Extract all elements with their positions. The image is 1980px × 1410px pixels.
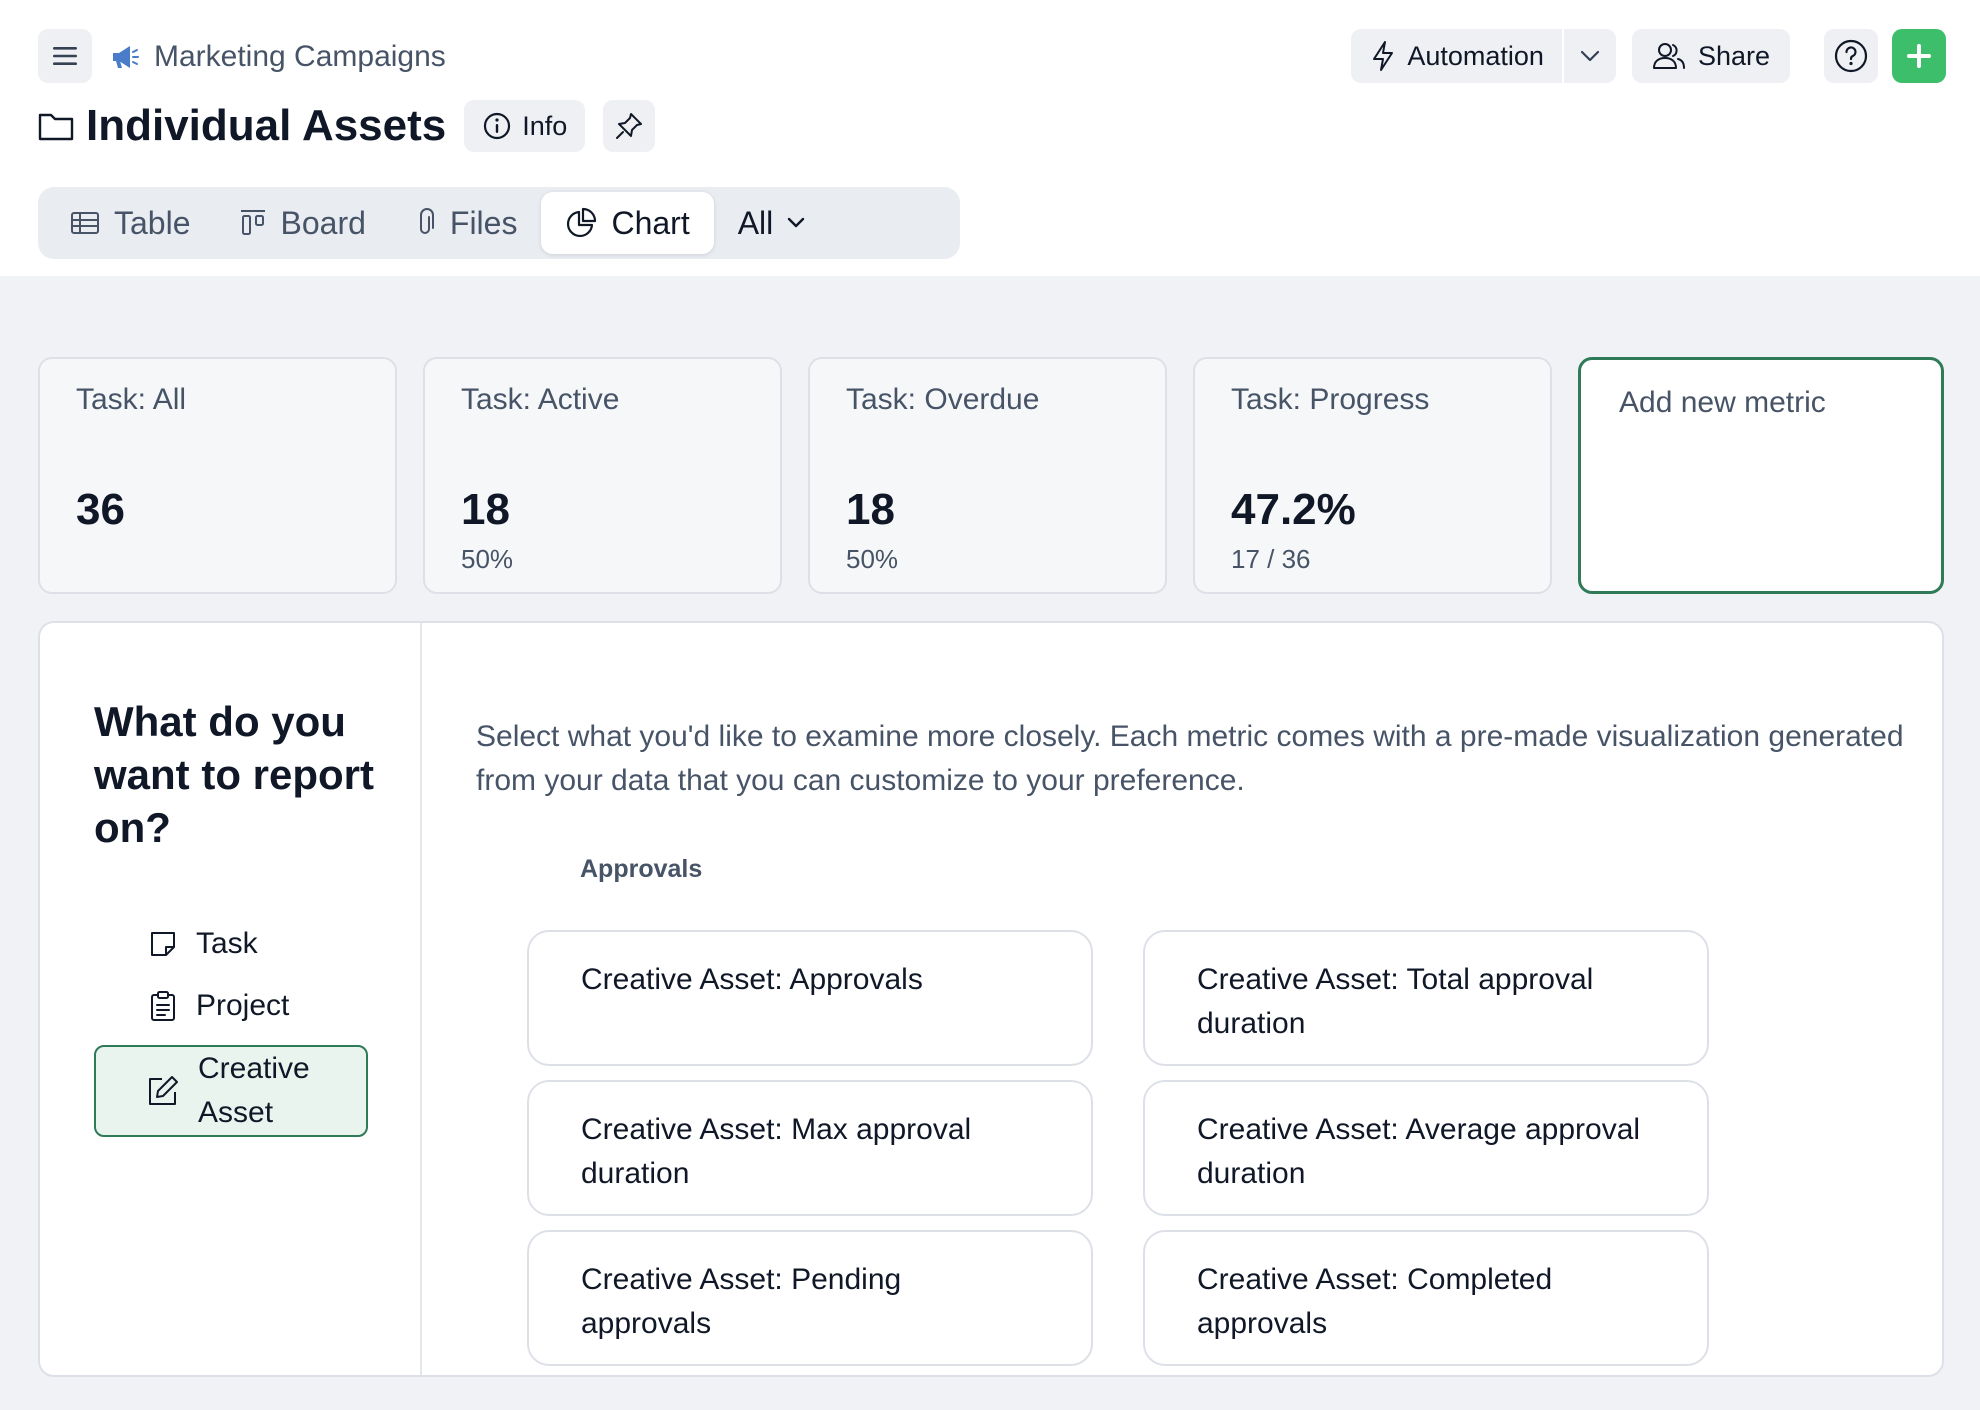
metric-subtext: 50%: [846, 544, 899, 574]
option-group-label: Approvals: [580, 855, 703, 883]
add-new-metric-label: Add new metric: [1619, 386, 1826, 419]
view-filter-label: All: [737, 204, 774, 241]
tab-files-label: Files: [449, 204, 518, 241]
report-options-grid: Creative Asset: Approvals Creative Asset…: [527, 930, 1767, 1366]
metric-value: 18: [846, 485, 895, 534]
metric-card-task-active[interactable]: Task: Active 18 50%: [423, 357, 782, 594]
table-icon: [71, 212, 99, 234]
option-card-max-approval-duration[interactable]: Creative Asset: Max approval duration: [527, 1080, 1093, 1216]
share-button[interactable]: Share: [1631, 29, 1790, 83]
option-card-total-approval-duration[interactable]: Creative Asset: Total approval duration: [1143, 930, 1709, 1066]
sticky-note-icon: [151, 932, 175, 956]
metric-label: Task: Overdue: [846, 383, 1040, 416]
automation-label: Automation: [1407, 40, 1544, 71]
metric-card-task-overdue[interactable]: Task: Overdue 18 50%: [808, 357, 1167, 594]
tab-table[interactable]: Table: [46, 192, 215, 254]
add-new-metric-card[interactable]: Add new metric: [1578, 357, 1944, 594]
paperclip-icon: [419, 208, 434, 234]
view-filter-dropdown[interactable]: All: [714, 192, 830, 254]
megaphone-icon: [113, 46, 139, 68]
pin-icon: [616, 113, 643, 139]
report-options-area: Select what you'd like to examine more c…: [422, 623, 1942, 1375]
plus-icon: [1907, 44, 1931, 68]
metric-value: 47.2%: [1231, 485, 1356, 534]
chevron-down-icon: [788, 217, 805, 228]
title-row: Individual Assets Info: [38, 98, 656, 154]
metric-label: Task: All: [76, 383, 187, 416]
page-title: Individual Assets: [86, 101, 447, 150]
entity-item-project[interactable]: Project: [94, 975, 368, 1037]
metric-card-task-progress[interactable]: Task: Progress 47.2% 17 / 36: [1193, 357, 1552, 594]
metric-label: Task: Progress: [1231, 383, 1430, 416]
entity-item-label: Task: [196, 927, 258, 960]
option-card-average-approval-duration[interactable]: Creative Asset: Average approval duratio…: [1143, 1080, 1709, 1216]
tab-chart-label: Chart: [611, 204, 690, 241]
info-icon: [484, 112, 511, 140]
metric-subtext: 50%: [461, 544, 514, 574]
breadcrumb[interactable]: Marketing Campaigns: [110, 34, 446, 80]
question-circle-icon: [1834, 39, 1868, 73]
tab-chart[interactable]: Chart: [541, 192, 714, 254]
metric-value: 36: [76, 485, 125, 534]
report-entity-sidebar: What do you want to report on? Task Proj…: [40, 623, 422, 1375]
automation-split-button: Automation: [1351, 29, 1616, 83]
add-button[interactable]: [1892, 29, 1946, 83]
option-card-approvals[interactable]: Creative Asset: Approvals: [527, 930, 1093, 1066]
pie-chart-icon: [567, 207, 597, 238]
entity-item-task[interactable]: Task: [94, 913, 368, 975]
tab-table-label: Table: [114, 204, 191, 241]
edit-square-icon: [149, 1076, 178, 1105]
breadcrumb-project-link[interactable]: Marketing Campaigns: [154, 40, 446, 73]
users-icon: [1652, 43, 1685, 69]
top-actions: Automation Share: [1351, 29, 1946, 83]
lightning-icon: [1373, 41, 1394, 71]
metric-subtext: 17 / 36: [1231, 544, 1311, 574]
help-button[interactable]: [1824, 29, 1878, 83]
entity-list: Task Project Creative Asset: [94, 913, 368, 1137]
info-button[interactable]: Info: [464, 100, 586, 152]
entity-item-label: Creative Asset: [198, 1052, 310, 1129]
clipboard-icon: [151, 991, 175, 1021]
automation-button[interactable]: Automation: [1351, 29, 1564, 83]
metric-label: Task: Active: [461, 383, 620, 416]
option-card-completed-approvals[interactable]: Creative Asset: Completed approvals: [1143, 1230, 1709, 1366]
tab-board[interactable]: Board: [215, 192, 390, 254]
option-card-pending-approvals[interactable]: Creative Asset: Pending approvals: [527, 1230, 1093, 1366]
report-description: Select what you'd like to examine more c…: [476, 720, 1904, 797]
entity-item-label: Project: [196, 989, 290, 1022]
info-button-label: Info: [522, 110, 568, 141]
automation-dropdown-button[interactable]: [1564, 29, 1616, 83]
folder-icon: [38, 113, 74, 141]
view-tabs: Table Board Files Chart All: [38, 187, 960, 259]
report-builder-panel: What do you want to report on? Task Proj…: [38, 621, 1944, 1377]
chevron-down-icon: [1580, 50, 1600, 62]
tab-board-label: Board: [280, 204, 366, 241]
tab-files[interactable]: Files: [390, 192, 542, 254]
top-bar: Marketing Campaigns Individual Assets In…: [0, 0, 1980, 276]
metric-card-task-all[interactable]: Task: All 36: [38, 357, 397, 594]
entity-item-creative-asset[interactable]: Creative Asset: [94, 1045, 368, 1137]
share-label: Share: [1697, 40, 1770, 71]
pin-button[interactable]: [603, 100, 656, 152]
metric-value: 18: [461, 485, 510, 534]
hamburger-menu-icon: [53, 47, 77, 65]
metrics-row: Task: All 36 Task: Active 18 50% Task: O…: [38, 357, 1944, 594]
report-heading: What do you want to report on?: [94, 698, 374, 851]
board-icon: [240, 210, 265, 235]
menu-button[interactable]: [38, 29, 92, 83]
